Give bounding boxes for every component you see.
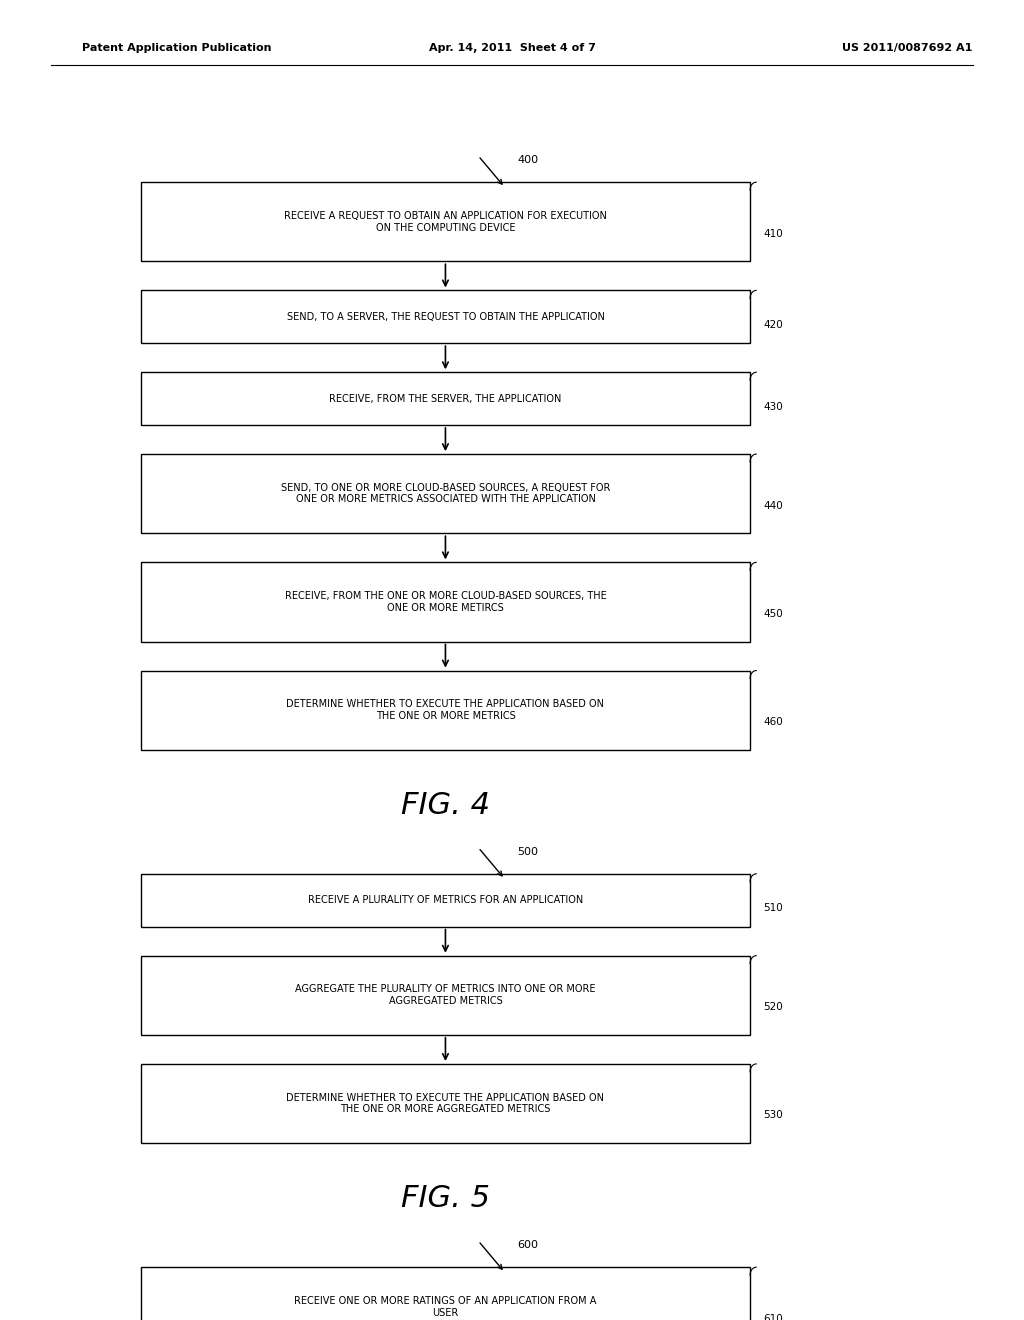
Text: Patent Application Publication: Patent Application Publication: [82, 42, 271, 53]
Text: 430: 430: [763, 401, 783, 412]
Bar: [141, 372, 750, 425]
Text: RECEIVE A REQUEST TO OBTAIN AN APPLICATION FOR EXECUTION
ON THE COMPUTING DEVICE: RECEIVE A REQUEST TO OBTAIN AN APPLICATI…: [284, 211, 607, 232]
Bar: [141, 1267, 750, 1320]
Bar: [141, 1064, 750, 1143]
Bar: [141, 562, 750, 642]
Text: 610: 610: [763, 1313, 783, 1320]
Text: 400: 400: [517, 154, 539, 165]
Text: 600: 600: [517, 1239, 539, 1250]
Bar: [141, 290, 750, 343]
Text: RECEIVE A PLURALITY OF METRICS FOR AN APPLICATION: RECEIVE A PLURALITY OF METRICS FOR AN AP…: [308, 895, 583, 906]
Bar: [141, 454, 750, 533]
Text: 510: 510: [763, 903, 783, 913]
Text: RECEIVE, FROM THE ONE OR MORE CLOUD-BASED SOURCES, THE
ONE OR MORE METIRCS: RECEIVE, FROM THE ONE OR MORE CLOUD-BASE…: [285, 591, 606, 612]
Text: 420: 420: [763, 319, 783, 330]
Bar: [141, 874, 750, 927]
Text: DETERMINE WHETHER TO EXECUTE THE APPLICATION BASED ON
THE ONE OR MORE AGGREGATED: DETERMINE WHETHER TO EXECUTE THE APPLICA…: [287, 1093, 604, 1114]
Text: 530: 530: [763, 1110, 783, 1121]
Text: 410: 410: [763, 228, 783, 239]
Bar: [141, 671, 750, 750]
Text: AGGREGATE THE PLURALITY OF METRICS INTO ONE OR MORE
AGGREGATED METRICS: AGGREGATE THE PLURALITY OF METRICS INTO …: [295, 985, 596, 1006]
Text: 450: 450: [763, 609, 783, 619]
Text: US 2011/0087692 A1: US 2011/0087692 A1: [843, 42, 973, 53]
Text: SEND, TO A SERVER, THE REQUEST TO OBTAIN THE APPLICATION: SEND, TO A SERVER, THE REQUEST TO OBTAIN…: [287, 312, 604, 322]
Text: 520: 520: [763, 1002, 783, 1012]
Text: 500: 500: [517, 846, 539, 857]
Text: 440: 440: [763, 500, 783, 511]
Bar: [141, 182, 750, 261]
Text: SEND, TO ONE OR MORE CLOUD-BASED SOURCES, A REQUEST FOR
ONE OR MORE METRICS ASSO: SEND, TO ONE OR MORE CLOUD-BASED SOURCES…: [281, 483, 610, 504]
Bar: [141, 956, 750, 1035]
Text: FIG. 5: FIG. 5: [401, 1184, 489, 1213]
Text: FIG. 4: FIG. 4: [401, 791, 489, 820]
Text: RECEIVE ONE OR MORE RATINGS OF AN APPLICATION FROM A
USER: RECEIVE ONE OR MORE RATINGS OF AN APPLIC…: [294, 1296, 597, 1317]
Text: Apr. 14, 2011  Sheet 4 of 7: Apr. 14, 2011 Sheet 4 of 7: [429, 42, 595, 53]
Text: RECEIVE, FROM THE SERVER, THE APPLICATION: RECEIVE, FROM THE SERVER, THE APPLICATIO…: [330, 393, 561, 404]
Text: DETERMINE WHETHER TO EXECUTE THE APPLICATION BASED ON
THE ONE OR MORE METRICS: DETERMINE WHETHER TO EXECUTE THE APPLICA…: [287, 700, 604, 721]
Text: 460: 460: [763, 717, 783, 727]
